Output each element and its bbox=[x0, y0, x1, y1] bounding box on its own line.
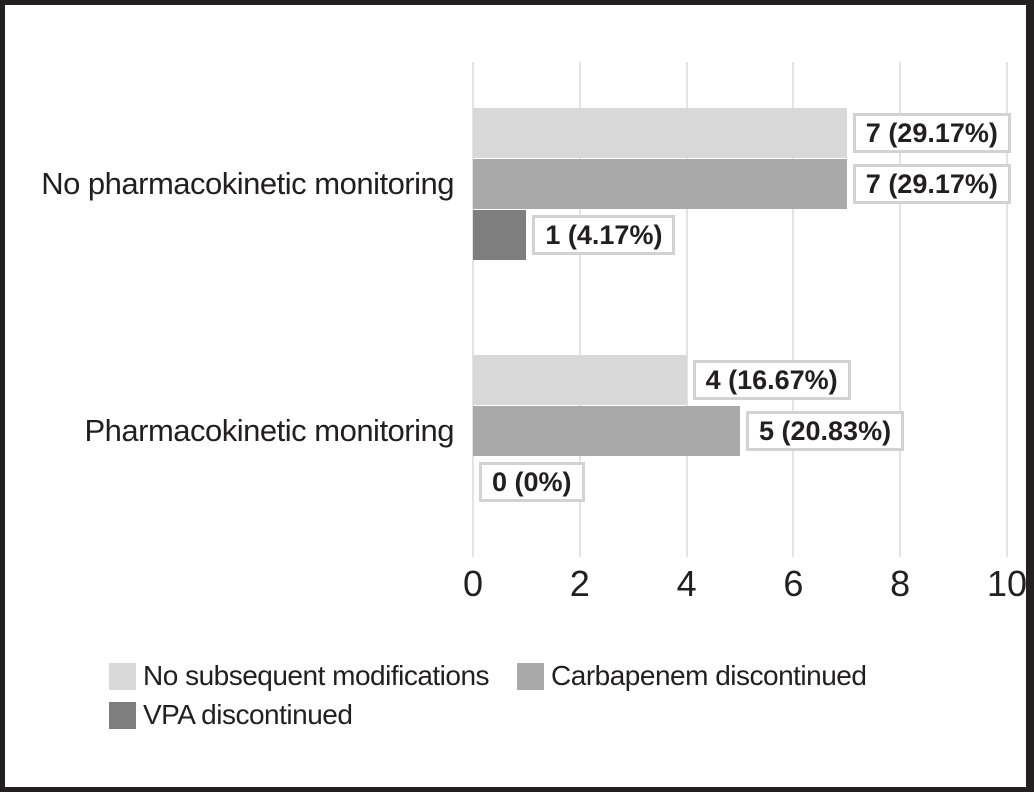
legend-item: Carbapenem discontinued bbox=[517, 660, 867, 692]
legend-label: Carbapenem discontinued bbox=[551, 660, 867, 691]
legend-swatch-icon bbox=[517, 662, 545, 690]
bar-value-label: 1 (4.17%) bbox=[532, 215, 676, 255]
legend-item: No subsequent modifications bbox=[109, 660, 490, 692]
x-tick-label: 8 bbox=[890, 563, 911, 604]
bar bbox=[473, 355, 687, 405]
gridline bbox=[685, 62, 688, 557]
bar bbox=[473, 159, 847, 209]
gridline bbox=[792, 62, 795, 557]
x-tick-label: 10 bbox=[986, 563, 1028, 604]
legend-item: VPA discontinued bbox=[109, 699, 353, 731]
legend-label: No subsequent modifications bbox=[143, 660, 490, 691]
gridline bbox=[472, 62, 474, 557]
bar bbox=[473, 210, 527, 260]
category-label-pk-monitoring: Pharmacokinetic monitoring bbox=[84, 413, 454, 448]
bar-value-label: 4 (16.67%) bbox=[692, 360, 851, 400]
bar bbox=[473, 406, 740, 456]
x-tick-label: 2 bbox=[569, 563, 590, 604]
legend-swatch-icon bbox=[109, 701, 136, 729]
legend-label: VPA discontinued bbox=[143, 699, 353, 730]
x-tick-label: 6 bbox=[783, 563, 804, 604]
bar-value-label: 5 (20.83%) bbox=[746, 411, 905, 451]
bar bbox=[473, 108, 847, 158]
gridline bbox=[578, 62, 581, 557]
plot-area: 0 2 4 6 8 10 7 (29.17%) 4 (16.67%) 7 (29.17%) 5 (… bbox=[463, 62, 1026, 604]
bar-value-label: 0 (0%) bbox=[479, 462, 585, 502]
gridline bbox=[1006, 62, 1008, 557]
bar-value-label: 7 (29.17%) bbox=[852, 113, 1011, 153]
legend: No subsequent modifications Carbapenem di… bbox=[109, 660, 949, 731]
category-label-no-pk-monitoring: No pharmacokinetic monitoring bbox=[41, 166, 454, 201]
legend-swatch-icon bbox=[109, 662, 136, 690]
bar-value-label: 7 (29.17%) bbox=[852, 164, 1011, 204]
x-tick-label: 4 bbox=[676, 563, 697, 604]
gridline bbox=[899, 62, 902, 557]
x-tick-label: 0 bbox=[462, 563, 484, 604]
